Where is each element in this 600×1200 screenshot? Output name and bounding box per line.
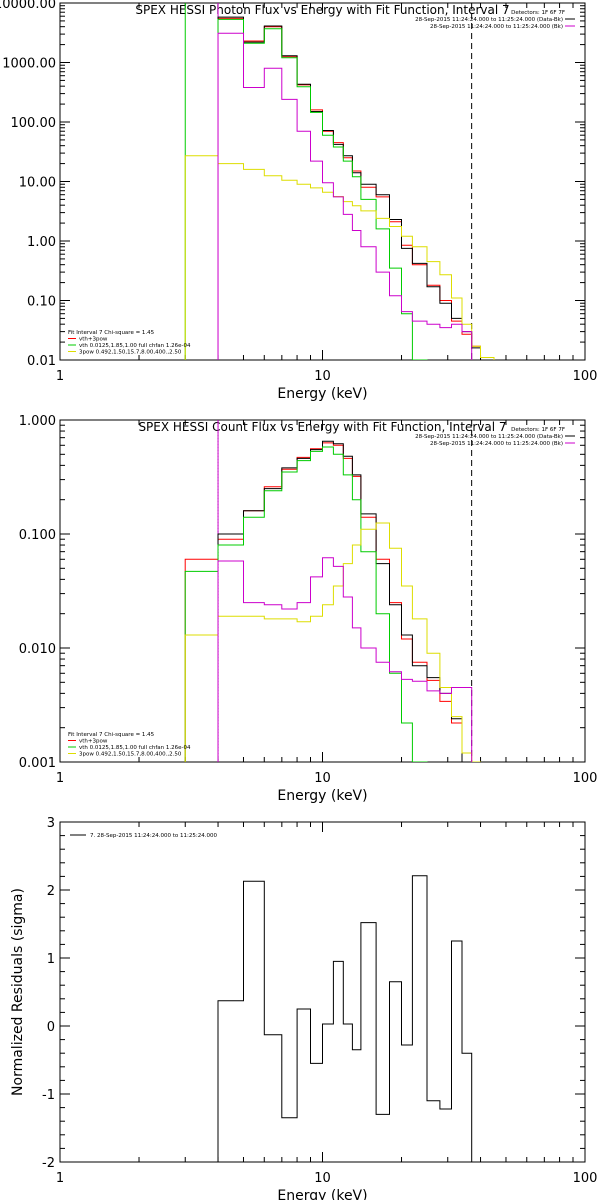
series-bk-line: [217, 557, 473, 762]
y-tick-label: 10.00: [19, 176, 56, 191]
y-tick-label: 2: [47, 884, 55, 899]
x-tick-label: 100: [573, 1171, 598, 1186]
series-bk-line: [217, 32, 473, 360]
legend-detectors-label: Detectors: 1F 6F 7F: [511, 10, 565, 16]
series-7-28-sep-2015-11-24-24-000-to-11-25-24-000-line: [217, 875, 473, 1162]
y-tick-label: 100.00: [11, 116, 57, 131]
x-tick-label: 100: [573, 369, 598, 384]
legend-fit-interval: Fit Interval 7 Chi-square = 1.45: [68, 732, 155, 738]
legend-fit-component: 3pow 0.492,1.50,15.7,8.00,400.,2.50: [79, 752, 182, 758]
x-tick-label: 1: [56, 771, 64, 786]
legend-fit-component: 3pow 0.492,1.50,15.7,8.00,400.,2.50: [79, 350, 182, 356]
legend-fit-interval: Fit Interval 7 Chi-square = 1.45: [68, 330, 155, 336]
legend-bk-label: 28-Sep-2015 11:24:24.000 to 11:25:24.000…: [430, 441, 563, 447]
y-tick-label: 0.10: [27, 295, 56, 310]
legend-residual-label: 7. 28-Sep-2015 11:24:24.000 to 11:25:24.…: [90, 833, 217, 839]
legend-detectors-label: Detectors: 1F 6F 7F: [511, 427, 565, 433]
y-axis-label: Normalized Residuals (sigma): [10, 888, 26, 1096]
chart-panel-3: 1 10 100 Energy (keV) -2 -1 0 1 2 3 Normalized Res…: [10, 816, 597, 1200]
series-vth-line: [184, 446, 428, 762]
y-tick-label: 1: [47, 952, 55, 967]
plot-frame: [59, 419, 586, 763]
y-tick-label: 1.00: [27, 235, 56, 250]
x-axis-label: Energy (keV): [277, 386, 367, 402]
x-tick-label: 10: [314, 1171, 331, 1186]
series-data-bk-line: [217, 16, 481, 360]
series-3pow-line: [184, 155, 495, 360]
y-tick-label: 1.000: [19, 414, 56, 429]
y-tick-label: 0.010: [19, 642, 56, 657]
series-vth-line: [217, 18, 428, 360]
legend-data-label: 28-Sep-2015 11:24:24.000 to 11:25:24.000…: [415, 17, 563, 23]
y-tick-label: 1000.00: [2, 57, 56, 72]
y-tick-label: 0.100: [19, 528, 56, 543]
y-tick-label: 0.01: [27, 354, 56, 369]
x-tick-label: 100: [573, 771, 598, 786]
legend-bk-label: 28-Sep-2015 11:24:24.000 to 11:25:24.000…: [430, 24, 563, 30]
x-tick-label: 10: [314, 771, 331, 786]
legend-fit-component: vth 0.0125,1.85,1.00 full chfan 1.26e-04: [79, 343, 191, 349]
series-3pow-line: [184, 522, 481, 762]
plot-area: [217, 875, 473, 1162]
x-axis-label: Energy (keV): [277, 1188, 367, 1200]
y-tick-label: 0.001: [19, 756, 56, 771]
series-vth-3pow-line: [217, 17, 495, 360]
y-tick-label: -2: [42, 1156, 55, 1171]
legend-fit-component: vth 0.0125,1.85,1.00 full chfan 1.26e-04: [79, 745, 191, 751]
plot-area: [184, 420, 481, 762]
x-tick-label: 1: [56, 369, 64, 384]
plot-frame: [59, 821, 586, 1163]
series-vth-3pow-line: [184, 442, 463, 762]
y-tick-label: -1: [42, 1088, 55, 1103]
legend-fit-component: vth+3pow: [79, 337, 108, 343]
x-tick-label: 10: [314, 369, 331, 384]
x-axis-label: Energy (keV): [277, 788, 367, 804]
chart-panel-1: SPEX HESSI Photon Flux vs Energy with Fi…: [0, 0, 597, 402]
y-tick-label: 0: [47, 1020, 55, 1035]
legend-fit-component: vth+3pow: [79, 739, 108, 745]
y-tick-label: 10000.00: [0, 0, 56, 12]
chart-panel-2: SPEX HESSI Count Flux vs Energy with Fit…: [19, 414, 598, 804]
legend-data-label: 28-Sep-2015 11:24:24.000 to 11:25:24.000…: [415, 434, 563, 440]
plot-area: [184, 3, 495, 360]
y-tick-label: 3: [47, 816, 55, 831]
x-tick-label: 1: [56, 1171, 64, 1186]
